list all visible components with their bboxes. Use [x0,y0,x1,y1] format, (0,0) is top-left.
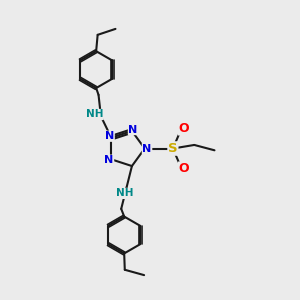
Text: O: O [178,162,189,175]
Text: O: O [178,122,189,135]
Text: N: N [128,124,138,134]
Text: NH: NH [116,188,134,198]
Text: NH: NH [85,110,103,119]
Text: N: N [104,155,114,165]
Text: N: N [105,131,114,141]
Text: S: S [168,142,178,155]
Text: N: N [142,143,152,154]
